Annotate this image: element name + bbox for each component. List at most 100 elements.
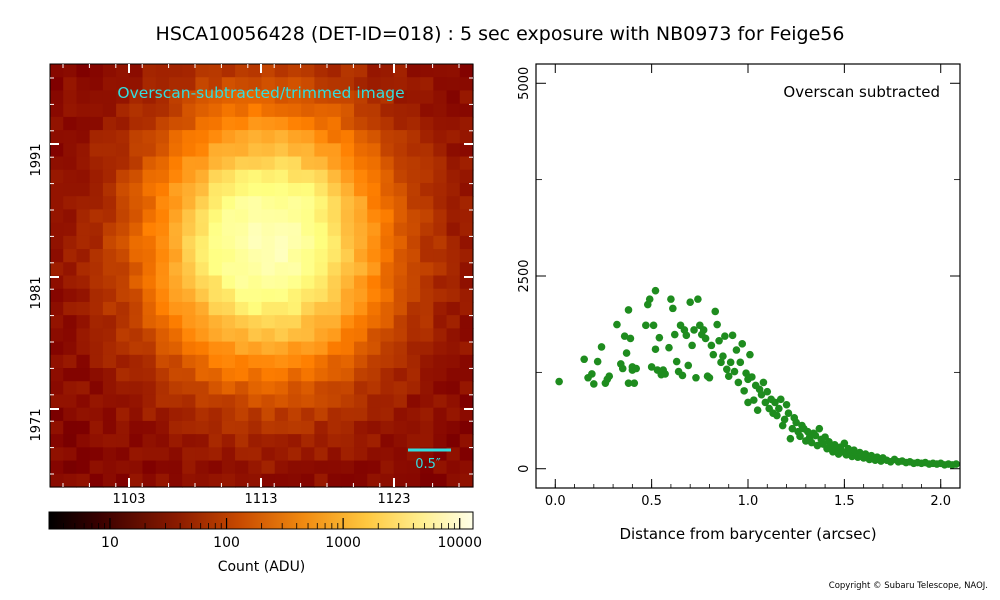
heatmap-pixel xyxy=(116,249,130,263)
heatmap-pixel xyxy=(155,315,170,329)
heatmap-pixel xyxy=(367,196,382,211)
heatmap-pixel xyxy=(314,434,329,448)
heatmap-pixel xyxy=(168,447,183,462)
heatmap-pixel xyxy=(406,368,421,382)
heatmap-pixel xyxy=(433,116,448,131)
heatmap-pixel xyxy=(89,354,104,369)
heatmap-pixel xyxy=(446,64,461,78)
heatmap-pixel xyxy=(433,368,448,382)
heatmap-pixel xyxy=(261,77,276,92)
heatmap-pixel xyxy=(102,130,117,144)
scatter-point xyxy=(742,369,750,377)
heatmap-pixel xyxy=(261,420,276,435)
heatmap-pixel xyxy=(89,235,104,250)
heatmap-pixel xyxy=(287,288,302,303)
heatmap-pixel xyxy=(168,407,183,422)
heatmap-pixel xyxy=(367,420,382,435)
heatmap-pixel xyxy=(406,103,421,118)
heatmap-pixel xyxy=(301,182,315,197)
heatmap-pixel xyxy=(195,381,210,396)
profile-y-tick-label-5000: 5000 xyxy=(517,67,532,100)
scatter-point xyxy=(618,364,627,373)
heatmap-pixel xyxy=(76,368,91,382)
heatmap-pixel xyxy=(354,64,368,78)
heatmap-pixel xyxy=(235,315,249,329)
heatmap-pixel xyxy=(208,222,223,237)
heatmap-pixel xyxy=(50,328,64,343)
heatmap-pixel xyxy=(102,447,117,462)
heatmap-pixel xyxy=(367,182,382,197)
scatter-point xyxy=(709,350,718,359)
heatmap-pixel xyxy=(182,328,197,343)
heatmap-pixel xyxy=(327,394,342,409)
heatmap-pixel xyxy=(301,460,315,475)
heatmap-pixel xyxy=(261,64,276,78)
heatmap-pixel xyxy=(142,275,157,290)
heatmap-pixel xyxy=(221,315,236,329)
heatmap-pixel xyxy=(327,196,342,211)
heatmap-pixel xyxy=(446,301,461,316)
heatmap-pixel xyxy=(459,262,474,277)
heatmap-pixel xyxy=(116,434,130,448)
heatmap-pixel xyxy=(261,407,276,422)
heatmap-pixel xyxy=(340,420,355,435)
heatmap-pixel xyxy=(195,341,210,356)
heatmap-pixel xyxy=(195,434,210,448)
heatmap-pixel xyxy=(208,90,223,105)
scatter-point xyxy=(590,380,598,388)
heatmap-pixel xyxy=(287,103,302,118)
heatmap-pixel xyxy=(248,288,263,303)
heatmap-pixel xyxy=(274,394,289,409)
heatmap-pixel xyxy=(406,407,421,422)
heatmap-pixel xyxy=(235,116,249,131)
heatmap-pixel xyxy=(340,328,355,343)
heatmap-pixel xyxy=(89,103,104,118)
scatter-point xyxy=(840,439,849,448)
heatmap-pixel xyxy=(287,90,302,105)
heatmap-pixel xyxy=(354,381,368,396)
heatmap-pixel xyxy=(261,381,276,396)
heatmap-pixel xyxy=(327,169,342,184)
heatmap-pixel xyxy=(393,354,408,369)
heatmap-pixel xyxy=(261,460,276,475)
heatmap-pixel xyxy=(116,222,130,237)
heatmap-pixel xyxy=(182,64,197,78)
heatmap-pixel xyxy=(367,77,382,92)
scatter-point xyxy=(796,432,804,441)
profile-x-tick-label-2.0: 2.0 xyxy=(930,494,951,509)
heatmap-pixel xyxy=(274,130,289,144)
heatmap-pixel xyxy=(248,381,263,396)
heatmap-pixel xyxy=(208,143,223,158)
heatmap-pixel xyxy=(248,328,263,343)
heatmap-pixel xyxy=(287,275,302,290)
heatmap-pixel xyxy=(340,447,355,462)
heatmap-pixel xyxy=(129,301,144,316)
heatmap-pixel xyxy=(63,182,78,197)
heatmap-pixel xyxy=(301,288,315,303)
heatmap-pixel xyxy=(420,143,434,158)
heatmap-pixel xyxy=(208,156,223,171)
heatmap-pixel xyxy=(459,368,474,382)
heatmap-pixel xyxy=(261,90,276,105)
heatmap-pixel xyxy=(168,394,183,409)
heatmap-pixel xyxy=(459,116,474,131)
heatmap-pixel xyxy=(155,394,170,409)
heatmap-pixel xyxy=(327,235,342,250)
heatmap-pixel xyxy=(327,447,342,462)
heatmap-pixel xyxy=(235,368,249,382)
heatmap-pixel xyxy=(182,262,197,277)
heatmap-pixel xyxy=(420,354,434,369)
heatmap-pixel xyxy=(235,196,249,211)
heatmap-pixel xyxy=(367,341,382,356)
heatmap-pixel xyxy=(208,288,223,303)
heatmap-pixel xyxy=(446,156,461,171)
heatmap-pixel xyxy=(129,341,144,356)
heatmap-pixel xyxy=(446,473,461,488)
heatmap-pixel xyxy=(50,130,64,144)
heatmap-pixel xyxy=(248,103,263,118)
heatmap-pixel xyxy=(168,460,183,475)
heatmap-pixel xyxy=(380,275,395,290)
heatmap-pixel xyxy=(433,143,448,158)
heatmap-pixel xyxy=(420,235,434,250)
heatmap-pixel xyxy=(182,394,197,409)
